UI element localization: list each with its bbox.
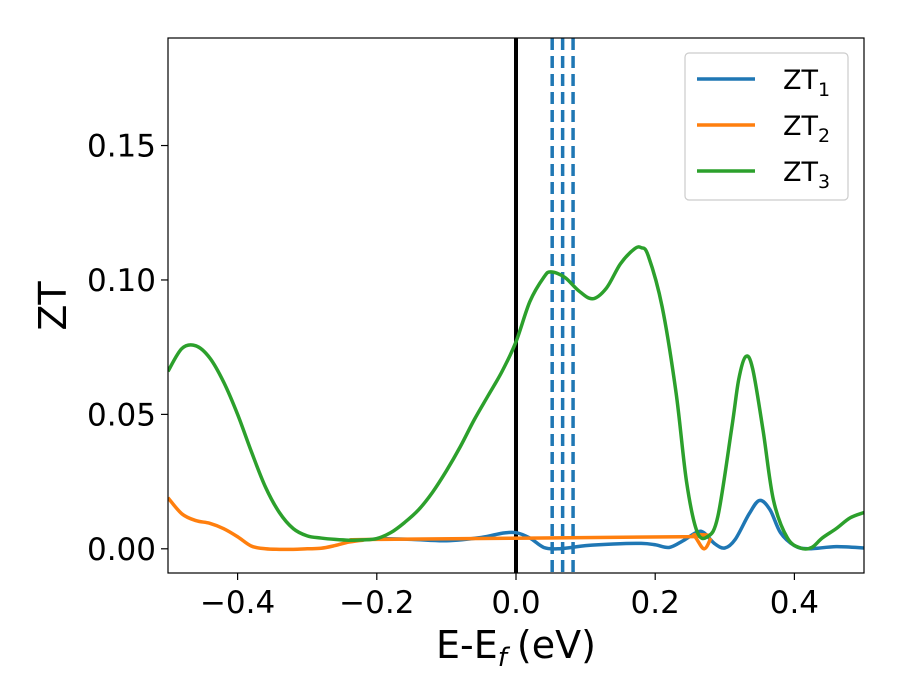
x-axis-label: E-Ef (eV) xyxy=(436,623,596,673)
x-axis-label-unit: (eV) xyxy=(517,623,596,667)
y-tick-label: 0.15 xyxy=(87,129,156,165)
legend-label: ZT3 xyxy=(783,157,830,193)
x-axis-label-main: E-E xyxy=(436,623,498,667)
series-line-zt1 xyxy=(376,498,864,551)
x-tick-label: 0.0 xyxy=(491,585,540,621)
legend-label: ZT2 xyxy=(783,111,830,147)
legend-box xyxy=(684,52,849,201)
legend-label: ZT1 xyxy=(783,65,830,101)
legend: ZT1 ZT2 ZT3 xyxy=(684,52,849,201)
y-axis-label: ZT xyxy=(31,281,75,331)
vertical-lines xyxy=(514,38,575,573)
x-tick-label: −0.4 xyxy=(200,585,275,621)
x-tick-label: −0.2 xyxy=(339,585,414,621)
series-line-zt3 xyxy=(168,245,864,551)
y-tick-label: 0.10 xyxy=(87,263,156,299)
series-lines xyxy=(168,245,864,552)
x-axis-ticks: −0.4 −0.2 0.0 0.2 0.4 xyxy=(200,573,819,621)
y-axis-ticks: 0.00 0.05 0.10 0.15 xyxy=(87,129,168,568)
series-line-zt2 xyxy=(168,496,713,552)
y-tick-label: 0.05 xyxy=(87,397,156,433)
x-tick-label: 0.2 xyxy=(631,585,680,621)
plot-area xyxy=(168,38,864,573)
x-tick-label: 0.4 xyxy=(770,585,819,621)
y-tick-label: 0.00 xyxy=(87,532,156,568)
